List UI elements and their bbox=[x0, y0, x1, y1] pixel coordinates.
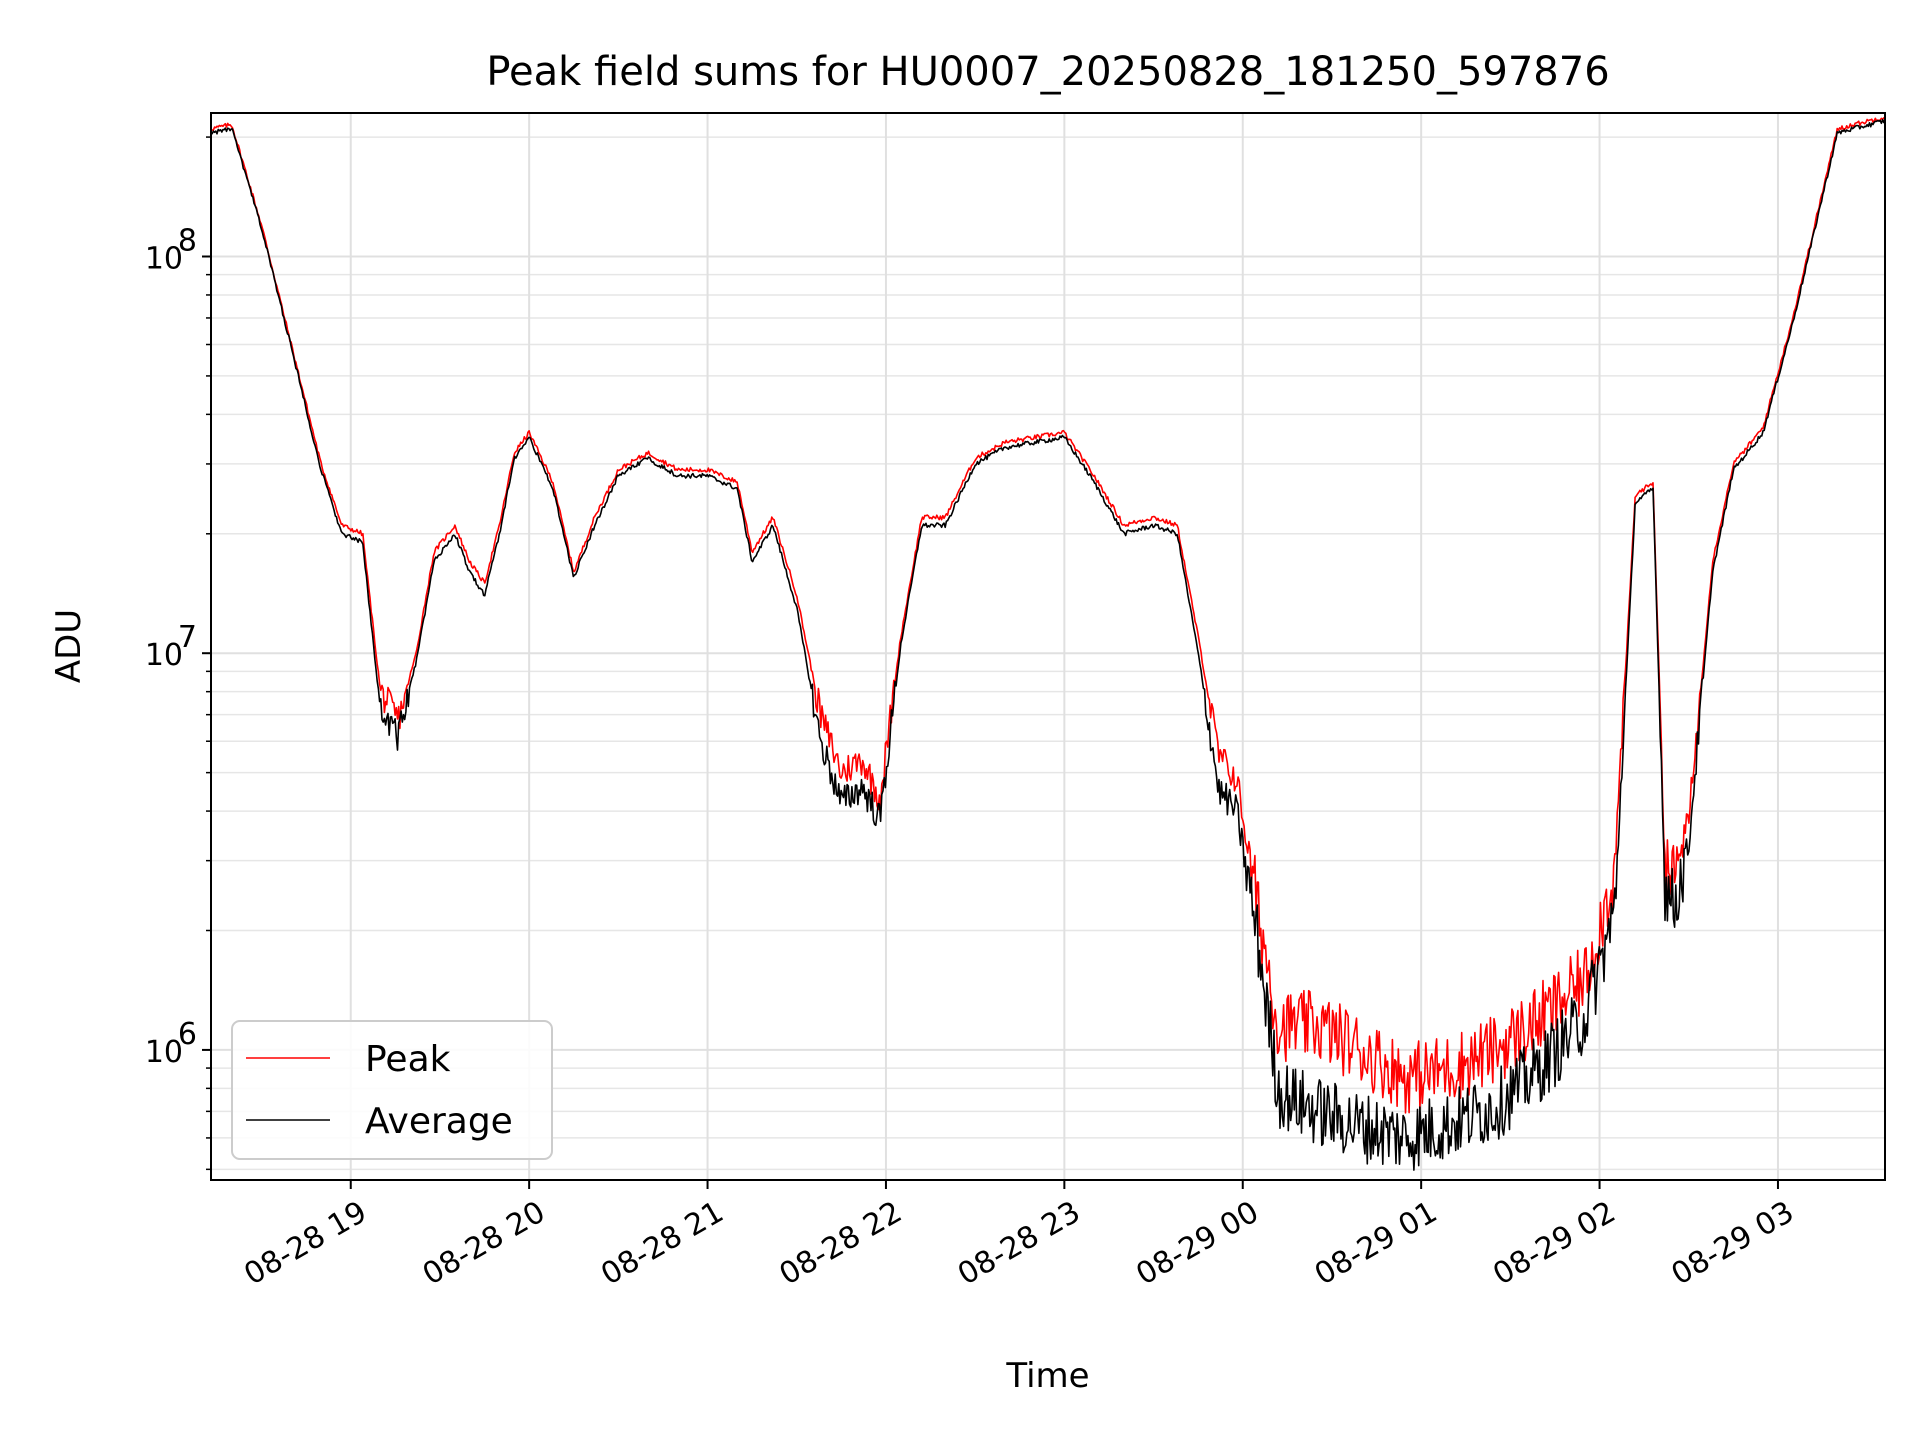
series-line-average bbox=[210, 118, 1886, 1171]
y-tick-label: 10 bbox=[145, 638, 183, 673]
y-tick-base: 10 bbox=[145, 638, 183, 673]
y-tick-exponent: 8 bbox=[178, 224, 197, 259]
legend-label-peak: Peak bbox=[365, 1039, 451, 1080]
series-layer bbox=[210, 116, 1886, 1171]
y-tick-exponent: 7 bbox=[178, 620, 197, 655]
plot-frame bbox=[210, 112, 1886, 1181]
y-tick-label: 10 bbox=[145, 1035, 183, 1070]
legend-label-average: Average bbox=[365, 1101, 513, 1142]
y-axis-label: ADU bbox=[49, 609, 89, 683]
series-line-peak bbox=[210, 116, 1886, 1114]
grid bbox=[211, 113, 1885, 1180]
x-axis-label: Time bbox=[1005, 1356, 1089, 1396]
y-tick-label: 10 bbox=[145, 242, 183, 277]
legend: Peak Average bbox=[231, 1020, 553, 1160]
chart-title: Peak field sums for HU0007_20250828_1812… bbox=[486, 49, 1609, 95]
y-tick-exponent: 6 bbox=[178, 1017, 197, 1052]
y-tick-base: 10 bbox=[145, 242, 183, 277]
legend-box bbox=[231, 1020, 553, 1160]
y-tick-base: 10 bbox=[145, 1035, 183, 1070]
